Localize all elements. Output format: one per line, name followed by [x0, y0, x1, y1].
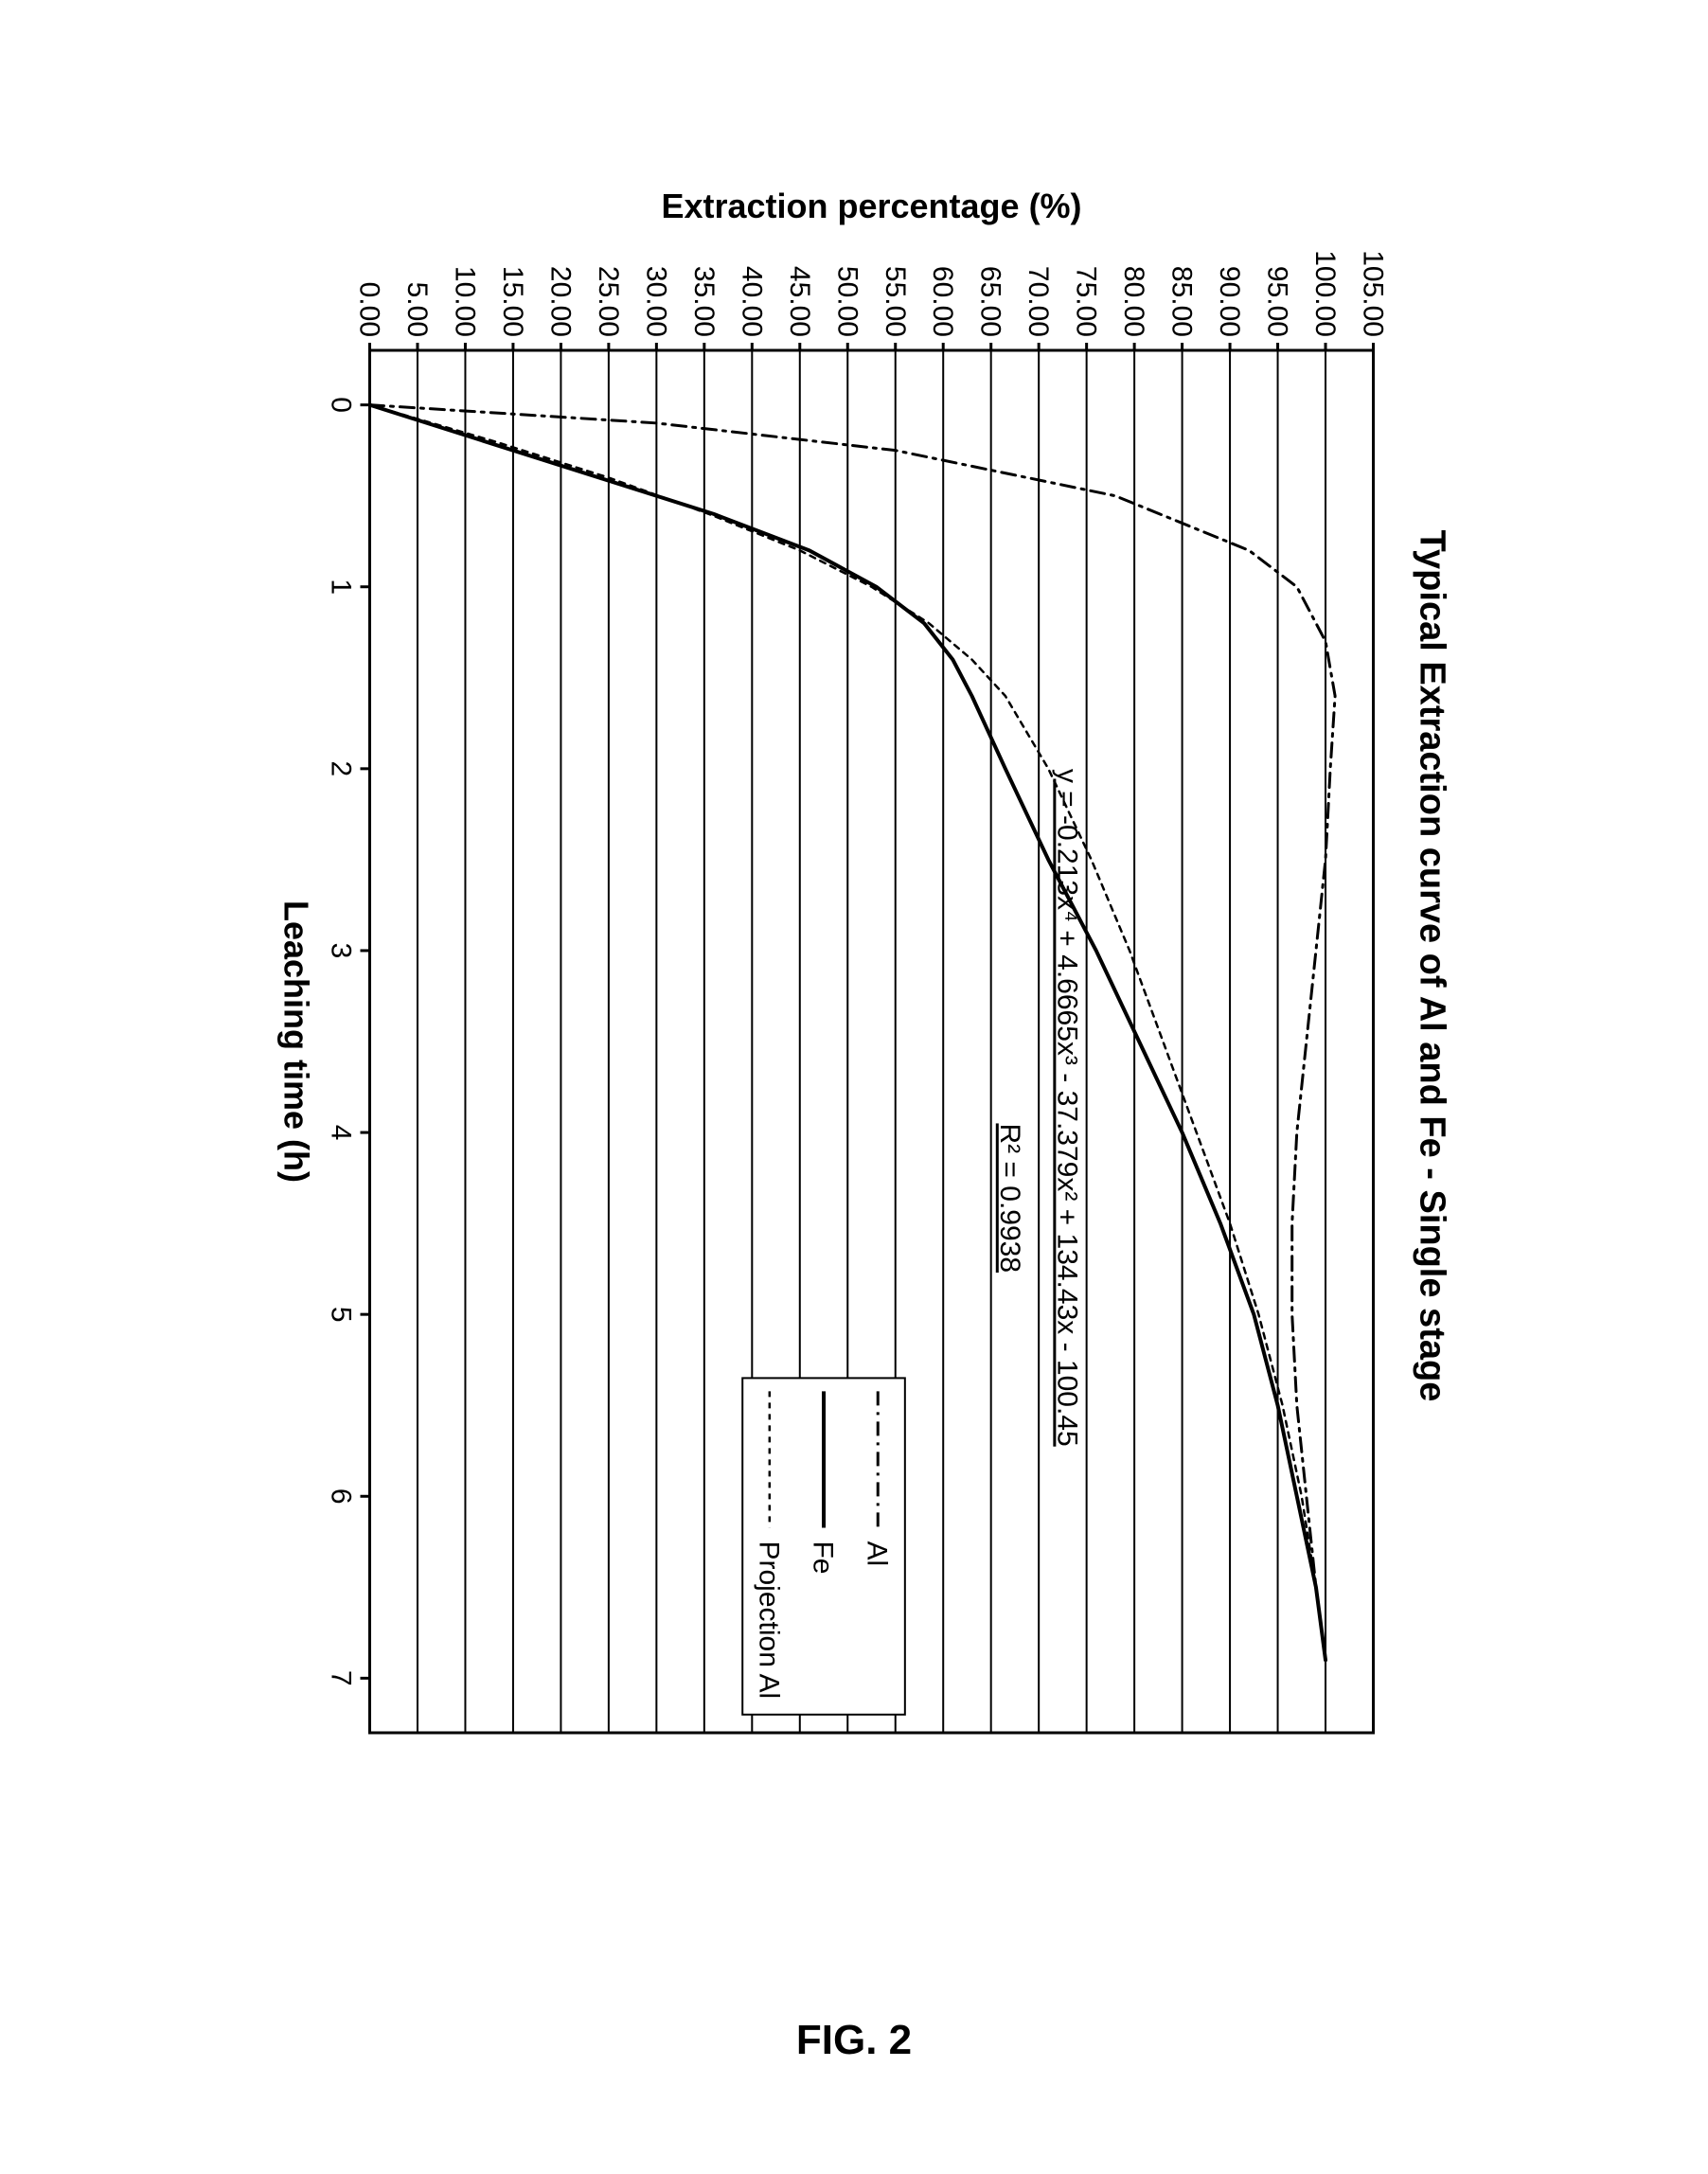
figure-caption: FIG. 2 [796, 2017, 912, 2064]
svg-text:3: 3 [326, 943, 357, 959]
svg-text:5.00: 5.00 [401, 282, 433, 337]
svg-text:60.00: 60.00 [927, 266, 958, 337]
svg-text:5: 5 [326, 1307, 357, 1323]
svg-text:6: 6 [326, 1488, 357, 1505]
page: Typical Extraction curve of Al and Fe - … [0, 0, 1708, 2174]
svg-text:7: 7 [326, 1670, 357, 1686]
svg-text:Extraction percentage (%): Extraction percentage (%) [661, 187, 1081, 225]
svg-text:Fe: Fe [808, 1541, 839, 1574]
svg-text:40.00: 40.00 [736, 266, 767, 337]
svg-text:y = -0.213x⁴ + 4.6665x³ - 37.3: y = -0.213x⁴ + 4.6665x³ - 37.379x² + 134… [1051, 769, 1082, 1447]
svg-text:50.00: 50.00 [831, 266, 863, 337]
svg-text:Projection Al: Projection Al [753, 1541, 784, 1699]
svg-text:80.00: 80.00 [1118, 266, 1149, 337]
svg-text:R² = 0.9938: R² = 0.9938 [994, 1123, 1025, 1273]
svg-text:70.00: 70.00 [1023, 266, 1054, 337]
svg-text:95.00: 95.00 [1262, 266, 1293, 337]
svg-text:0.00: 0.00 [354, 282, 385, 337]
svg-text:0: 0 [326, 397, 357, 413]
chart-plot: 0.005.0010.0015.0020.0025.0030.0035.0040… [257, 170, 1402, 1761]
svg-text:35.00: 35.00 [688, 266, 720, 337]
svg-text:15.00: 15.00 [497, 266, 528, 337]
svg-text:10.00: 10.00 [449, 266, 480, 337]
svg-text:1: 1 [326, 579, 357, 595]
chart-container: Typical Extraction curve of Al and Fe - … [257, 170, 1452, 1761]
svg-text:4: 4 [326, 1125, 357, 1141]
svg-text:25.00: 25.00 [593, 266, 624, 337]
svg-text:55.00: 55.00 [880, 266, 911, 337]
svg-text:Leaching time (h): Leaching time (h) [277, 900, 316, 1183]
svg-text:105.00: 105.00 [1358, 250, 1389, 337]
svg-text:85.00: 85.00 [1166, 266, 1198, 337]
svg-text:90.00: 90.00 [1214, 266, 1245, 337]
svg-text:65.00: 65.00 [975, 266, 1006, 337]
svg-text:2: 2 [326, 760, 357, 776]
svg-text:Al: Al [862, 1541, 893, 1566]
svg-text:20.00: 20.00 [544, 266, 576, 337]
chart-title: Typical Extraction curve of Al and Fe - … [1412, 170, 1452, 1761]
svg-text:100.00: 100.00 [1309, 250, 1341, 337]
svg-text:30.00: 30.00 [640, 266, 671, 337]
svg-text:45.00: 45.00 [784, 266, 815, 337]
svg-text:75.00: 75.00 [1071, 266, 1102, 337]
